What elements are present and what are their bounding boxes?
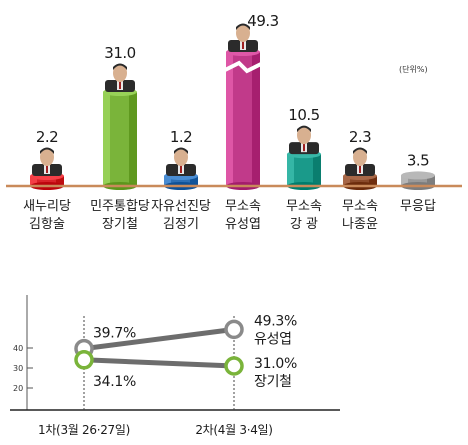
candidate-photo — [345, 147, 375, 176]
bar-highlight — [164, 176, 171, 186]
bar-shadow — [313, 154, 321, 186]
bar-value-label: 10.5 — [288, 106, 319, 124]
candidate-name: 무응답 — [400, 199, 436, 214]
party-label: 무소속 — [225, 199, 261, 214]
point-label: 39.7% — [93, 326, 136, 342]
candidate-photo — [228, 23, 258, 52]
series-name-label: 장기철 — [254, 374, 292, 390]
y-tick-label: 20 — [13, 384, 23, 393]
x-tick-label: 2차(4월 3·4일) — [195, 423, 272, 437]
party-label: 무소속 — [342, 199, 378, 214]
trend-line-chart: 20 30 40 39.7% 49.3% 유성엽 34.1% 31.0% 장기철 1차(3월 26… — [10, 295, 340, 437]
party-label: 새누리당 — [23, 199, 71, 214]
category-label-6: 무응답 — [400, 199, 436, 214]
bar-2: 1.2 — [164, 128, 198, 190]
candidate-photo — [289, 125, 319, 155]
bar-shadow — [252, 52, 260, 186]
axis-break — [224, 60, 262, 74]
y-tick-label: 30 — [13, 364, 23, 373]
x-tick-label: 1차(3월 26·27일) — [38, 423, 130, 437]
bar-shadow — [427, 175, 435, 186]
data-point — [224, 356, 244, 376]
bar-value-label: 31.0 — [104, 44, 135, 62]
party-label: 민주통합당 — [90, 199, 150, 214]
bar-shadow — [369, 176, 377, 186]
bar-value-label: 1.2 — [170, 128, 192, 146]
bar-body — [401, 175, 435, 186]
series-name-label: 유성엽 — [254, 331, 292, 347]
candidate-name: 유성엽 — [225, 217, 261, 232]
bar-body — [343, 176, 377, 186]
series-유성엽: 39.7% 49.3% 유성엽 — [74, 313, 297, 359]
bar-3: 49.3 — [224, 12, 279, 190]
candidate-name: 나종윤 — [342, 217, 378, 232]
bar-5: 2.3 — [343, 128, 377, 190]
bar-value-label: 2.2 — [36, 128, 58, 146]
bar-highlight — [30, 176, 37, 186]
party-label: 자유선진당 — [151, 199, 211, 214]
bar-highlight — [103, 92, 110, 186]
bar-body — [30, 176, 64, 186]
bar-value-label: 2.3 — [349, 128, 371, 146]
candidate-name: 장기철 — [102, 217, 138, 232]
party-label: 무소속 — [286, 199, 322, 214]
point-label: 34.1% — [93, 374, 136, 390]
bar-1: 31.0 — [103, 44, 137, 190]
series-line — [83, 326, 235, 352]
point-label: 31.0% — [254, 356, 297, 372]
candidate-name: 강 광 — [290, 217, 318, 232]
bar-shadow — [56, 176, 64, 186]
bar-shadow — [190, 176, 198, 186]
bar-highlight — [226, 52, 233, 186]
bar-0: 2.2 — [30, 128, 64, 190]
candidate-photo — [166, 147, 196, 176]
bar-value-label: 3.5 — [407, 151, 429, 169]
bar-highlight — [401, 175, 408, 186]
bar-value-label: 49.3 — [247, 12, 278, 30]
candidate-name: 김정기 — [163, 217, 199, 232]
candidate-photo — [105, 63, 135, 92]
bar-body — [164, 176, 198, 186]
data-point — [224, 319, 244, 340]
bar-shadow — [129, 92, 137, 186]
series-line — [83, 357, 235, 369]
data-point — [74, 350, 94, 370]
point-label: 49.3% — [254, 313, 297, 329]
bar-4: 10.5 — [287, 106, 321, 190]
bar-highlight — [343, 176, 350, 186]
series-장기철: 34.1% 31.0% 장기철 — [74, 350, 297, 390]
bar-highlight — [287, 154, 294, 186]
y-tick-label: 40 — [13, 344, 23, 353]
bar-cap — [401, 171, 435, 180]
candidate-photo — [32, 147, 62, 176]
candidate-name: 김항술 — [29, 217, 65, 232]
unit-note: (단위%) — [399, 64, 428, 74]
bar-6: 3.5 — [401, 151, 435, 190]
